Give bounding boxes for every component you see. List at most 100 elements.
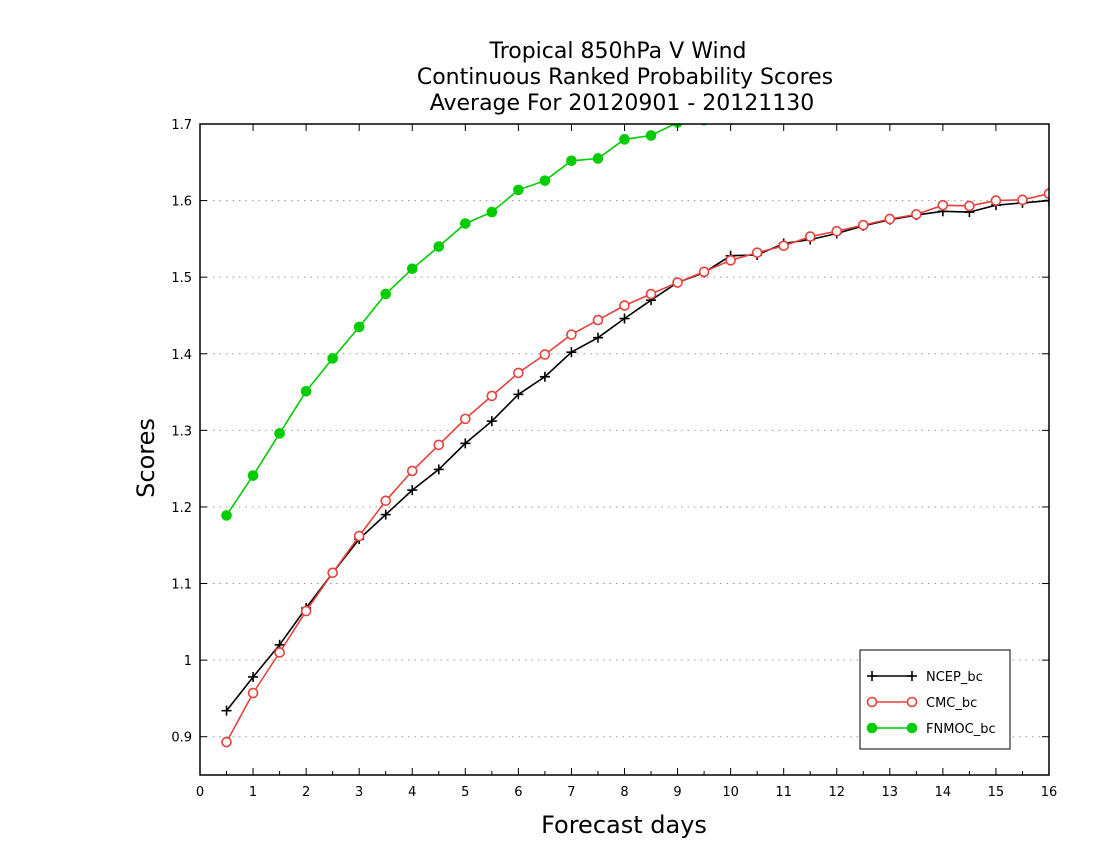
x-tick-label: 7	[567, 785, 575, 800]
data-point	[1017, 194, 1028, 206]
y-tick-label: 1.5	[171, 271, 192, 286]
data-point	[1043, 188, 1049, 199]
y-axis-title: Scores	[132, 418, 160, 498]
y-tick-label: 1.6	[171, 195, 192, 210]
x-tick-label: 0	[196, 785, 204, 800]
legend-box	[859, 649, 1011, 750]
data-point	[566, 347, 577, 358]
data-point	[592, 332, 603, 343]
legend-label: FNMOC_bc	[926, 722, 996, 737]
series-CMC_bc	[221, 188, 1049, 748]
data-point	[513, 389, 524, 400]
data-point	[619, 313, 630, 324]
legend-marker	[907, 671, 917, 681]
data-point	[380, 288, 392, 300]
x-tick-label: 16	[1041, 785, 1058, 800]
data-point	[247, 470, 259, 481]
data-point	[619, 134, 630, 145]
series-layer	[221, 102, 1054, 748]
data-point	[513, 367, 524, 379]
data-point	[539, 175, 551, 186]
data-point	[619, 300, 630, 311]
x-tick-label: 11	[775, 785, 792, 800]
data-point	[778, 240, 789, 252]
data-point	[566, 155, 577, 167]
legend-marker	[906, 722, 918, 734]
legend: NCEP_bc CMC_bc FNMOC_bc	[859, 649, 1011, 750]
x-tick-label: 12	[828, 785, 845, 800]
data-point	[406, 263, 418, 275]
data-point	[885, 105, 895, 115]
data-point	[327, 567, 338, 579]
data-point	[221, 736, 232, 748]
data-point	[1044, 102, 1054, 112]
x-tick-label: 2	[302, 785, 310, 800]
legend-label: CMC_bc	[926, 696, 977, 711]
data-point	[460, 413, 471, 425]
chart-title-line-3: Average For 20120901 - 20121130	[430, 91, 815, 116]
data-point	[539, 371, 550, 382]
data-point	[832, 106, 842, 116]
data-point	[274, 647, 285, 658]
data-point	[965, 102, 975, 112]
data-point	[539, 349, 551, 360]
data-point	[433, 464, 444, 475]
data-point	[751, 247, 763, 258]
data-point	[831, 225, 843, 237]
x-tick-label: 3	[355, 785, 363, 800]
data-point	[592, 153, 604, 164]
data-point	[884, 213, 896, 225]
data-point	[460, 438, 471, 449]
legend-marker	[906, 696, 918, 708]
x-tick-label: 4	[408, 785, 416, 800]
data-point	[1018, 102, 1028, 112]
data-point	[911, 209, 922, 220]
legend-marker	[867, 671, 877, 681]
data-point	[406, 465, 418, 477]
series-NCEP_bc	[221, 195, 1049, 716]
x-tick-label: 13	[882, 785, 899, 800]
data-point	[937, 199, 949, 211]
x-tick-label: 10	[722, 785, 739, 800]
data-point	[698, 266, 710, 278]
chart-title-line-2: Continuous Ranked Probability Scores	[417, 65, 833, 90]
data-point	[991, 102, 1001, 112]
data-point	[725, 255, 736, 266]
x-tick-label: 15	[988, 785, 1005, 800]
data-point	[221, 705, 232, 716]
data-point	[327, 353, 338, 364]
data-point	[645, 288, 657, 300]
series-FNMOC_bc	[221, 102, 1054, 521]
data-point	[433, 241, 445, 252]
x-tick-label: 6	[514, 785, 522, 800]
data-point	[645, 130, 657, 141]
data-point	[300, 605, 312, 617]
x-tick-label: 9	[673, 785, 681, 800]
data-point	[380, 509, 391, 520]
chart-title-line-1: Tropical 850hPa V Wind	[488, 39, 746, 64]
data-point	[672, 277, 683, 288]
data-point	[274, 428, 285, 439]
x-tick-label: 5	[461, 785, 469, 800]
data-point	[353, 530, 365, 542]
x-axis-title: Forecast days	[541, 811, 707, 839]
x-tick-label: 14	[935, 785, 952, 800]
y-tick-label: 1	[184, 654, 192, 669]
y-tick-label: 1.1	[171, 578, 192, 593]
data-point	[592, 314, 604, 326]
y-tick-label: 1.2	[171, 501, 192, 516]
data-point	[938, 103, 948, 113]
legend-label: NCEP_bc	[926, 670, 983, 685]
data-point	[912, 104, 922, 114]
data-point	[486, 416, 497, 427]
legend-item: FNMOC_bc	[866, 722, 996, 737]
data-point	[247, 687, 259, 699]
y-tick-label: 0.9	[171, 731, 192, 746]
data-point	[990, 195, 1002, 206]
data-point	[964, 200, 975, 212]
x-tick-label: 1	[249, 785, 257, 800]
x-tick-label: 8	[620, 785, 628, 800]
data-point	[486, 206, 498, 218]
data-point	[460, 218, 471, 229]
